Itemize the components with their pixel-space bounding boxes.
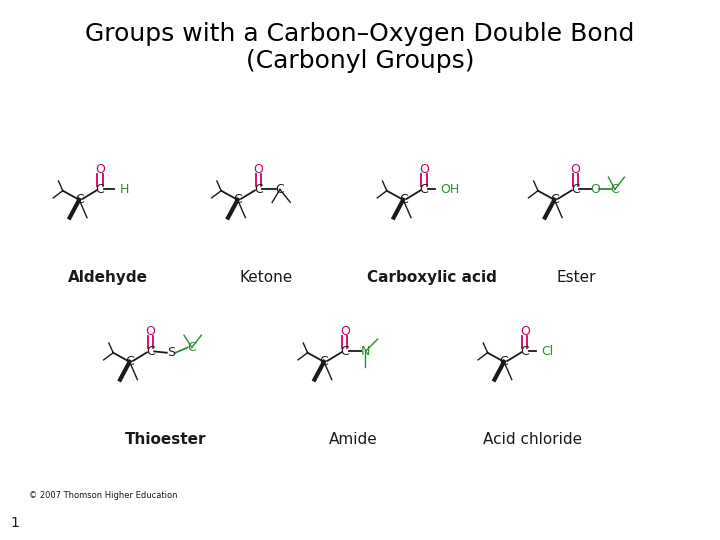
Text: C: C (233, 193, 242, 206)
Text: C: C (611, 183, 619, 196)
Text: O: O (520, 325, 530, 338)
Text: H: H (120, 183, 129, 196)
Text: C: C (146, 345, 155, 358)
Text: C: C (75, 193, 84, 206)
Text: OH: OH (441, 183, 459, 196)
Text: O: O (419, 163, 429, 176)
Text: Cl: Cl (541, 345, 554, 358)
Text: Acid chloride: Acid chloride (483, 432, 582, 447)
Text: C: C (550, 193, 559, 206)
Text: S: S (167, 346, 175, 359)
Text: 1: 1 (11, 516, 19, 530)
Text: C: C (96, 183, 104, 196)
Text: N: N (361, 345, 370, 358)
Text: C: C (187, 341, 196, 354)
Text: O: O (95, 163, 105, 176)
Text: C: C (500, 355, 508, 368)
Text: C: C (521, 345, 529, 358)
Text: C: C (399, 193, 408, 206)
Text: O: O (590, 183, 600, 196)
Text: Carboxylic acid: Carboxylic acid (367, 270, 497, 285)
Text: O: O (340, 325, 350, 338)
Text: O: O (570, 163, 580, 176)
Text: © 2007 Thomson Higher Education: © 2007 Thomson Higher Education (29, 490, 177, 500)
Text: Ester: Ester (557, 270, 595, 285)
Text: C: C (254, 183, 263, 196)
Text: Thioester: Thioester (125, 432, 207, 447)
Text: Ketone: Ketone (240, 270, 293, 285)
Text: C: C (341, 345, 349, 358)
Text: C: C (571, 183, 580, 196)
Text: C: C (125, 355, 134, 368)
Text: Aldehyde: Aldehyde (68, 270, 148, 285)
Text: O: O (145, 325, 156, 338)
Text: C: C (420, 183, 428, 196)
Text: Amide: Amide (328, 432, 377, 447)
Text: C: C (320, 355, 328, 368)
Text: O: O (253, 163, 264, 176)
Text: Groups with a Carbon–Oxygen Double Bond
(Carbonyl Groups): Groups with a Carbon–Oxygen Double Bond … (85, 22, 635, 73)
Text: C: C (276, 183, 284, 196)
